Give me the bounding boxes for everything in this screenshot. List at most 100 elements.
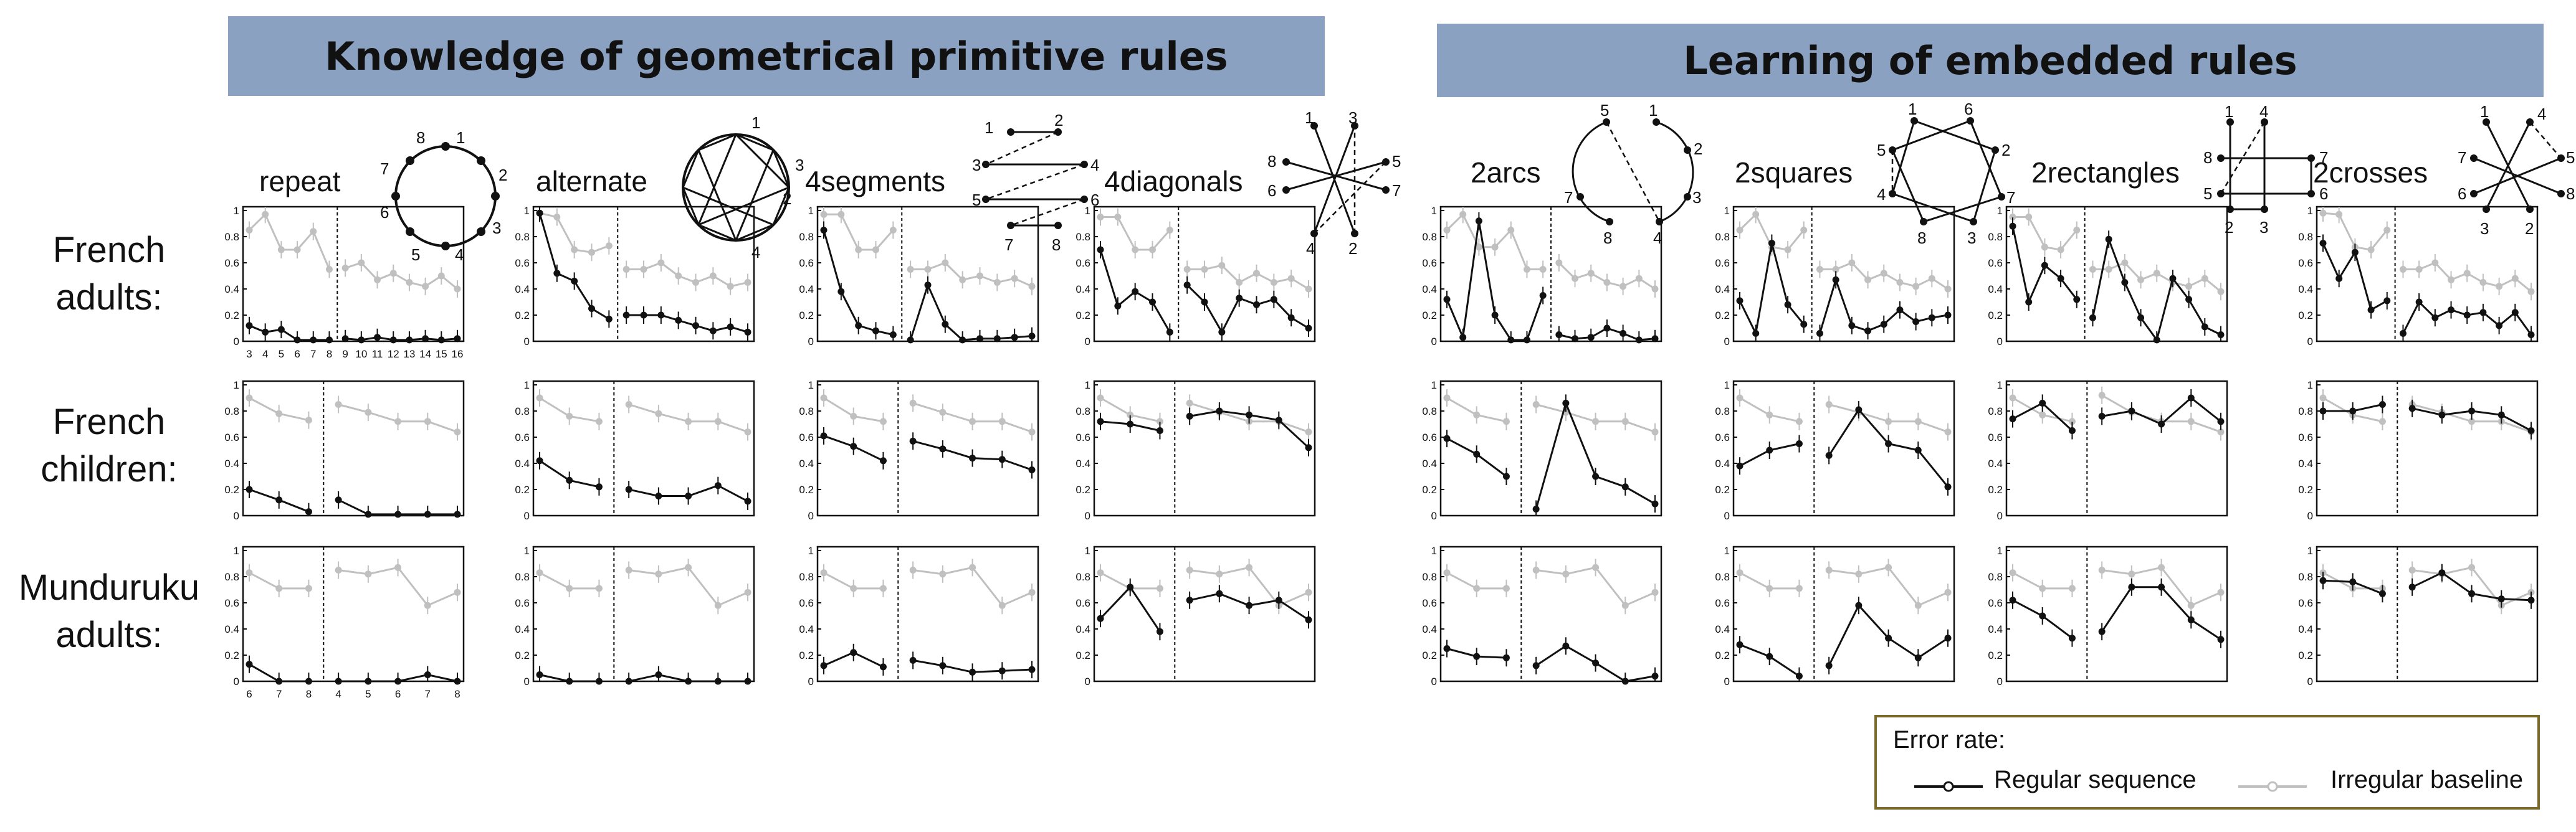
irregular-line xyxy=(248,212,330,270)
x-tick-label: 14 xyxy=(419,348,431,360)
irregular-point xyxy=(2185,283,2193,290)
irregular-point xyxy=(536,394,543,402)
x-tick-label: 16 xyxy=(452,348,464,360)
regular-point xyxy=(2039,612,2046,620)
regular-point xyxy=(1127,420,1134,428)
regular-line xyxy=(249,324,330,341)
panel-frame xyxy=(1093,546,1316,683)
regular-point xyxy=(1603,324,1611,332)
y-tick-label: 0.4 xyxy=(1422,458,1437,470)
irregular-point xyxy=(1156,418,1163,425)
y-tick-label: 0 xyxy=(234,676,239,688)
y-tick-label: 0.8 xyxy=(1422,231,1437,243)
irregular-point xyxy=(2511,275,2519,282)
y-tick-label: 1 xyxy=(1997,205,2003,217)
regular-point xyxy=(1885,635,1892,642)
y-tick-label: 1 xyxy=(1724,205,1730,217)
x-tick-label: 11 xyxy=(372,348,383,360)
irregular-point xyxy=(872,246,879,253)
regular-point xyxy=(1944,635,1952,642)
right-banner: Learning of embedded rules xyxy=(1437,24,2544,97)
irregular-point xyxy=(969,418,976,425)
regular-point xyxy=(1855,406,1863,414)
regular-point xyxy=(1795,440,1803,447)
irregular-point xyxy=(692,279,699,286)
regular-point xyxy=(1236,295,1243,302)
regular-point xyxy=(1443,645,1451,652)
svg-text:6: 6 xyxy=(2458,184,2466,203)
regular-point xyxy=(1766,653,1773,660)
condition-label-4segments: 4segments xyxy=(805,165,946,197)
y-tick-label: 0.2 xyxy=(224,310,239,321)
y-tick-label: 0.6 xyxy=(1076,597,1090,609)
regular-point xyxy=(2479,309,2487,316)
y-tick-label: 0.8 xyxy=(1422,405,1437,417)
panel-1-alternate: 0 0.2 0.4 0.6 0.8 1 xyxy=(515,379,755,522)
regular-point xyxy=(2351,248,2359,256)
irregular-point xyxy=(1028,428,1036,436)
y-tick-label: 0.4 xyxy=(1715,283,1730,295)
regular-point xyxy=(1914,654,1922,661)
irregular-point xyxy=(2128,570,2135,578)
y-tick-label: 0.2 xyxy=(1076,484,1090,496)
irregular-point xyxy=(566,412,573,420)
svg-text:2: 2 xyxy=(1694,139,1702,158)
condition-label-2rectangles: 2rectangles xyxy=(2031,156,2180,189)
svg-text:6: 6 xyxy=(1090,191,1099,209)
regular-point xyxy=(1651,500,1659,508)
irregular-point xyxy=(1028,589,1036,596)
y-tick-label: 0.8 xyxy=(224,231,239,243)
panel-0-4diagonals: 0 0.2 0.4 0.6 0.8 1 xyxy=(1076,205,1316,347)
regular-point xyxy=(1502,654,1510,661)
y-tick-label: 0.6 xyxy=(2298,597,2313,609)
irregular-point xyxy=(1572,275,1579,282)
irregular-point xyxy=(246,569,253,577)
irregular-point xyxy=(1473,585,1481,592)
regular-point xyxy=(246,661,253,668)
svg-text:5: 5 xyxy=(2203,184,2212,203)
repeat-pattern-icon: 8 1 2 3 4 5 6 7 xyxy=(380,128,507,264)
y-tick-label: 0.4 xyxy=(799,283,814,295)
irregular-point xyxy=(394,418,402,425)
regular-point xyxy=(1028,333,1036,340)
irregular-point xyxy=(879,585,887,592)
irregular-point xyxy=(942,259,949,267)
irregular-point xyxy=(2468,564,2476,571)
regular-point xyxy=(2068,635,2076,642)
x-tick-label: 8 xyxy=(306,688,312,700)
x-tick-label: 5 xyxy=(279,348,284,360)
regular-point xyxy=(2408,584,2416,591)
irregular-point xyxy=(1305,285,1312,293)
legend: Error rate: Regular sequence Irregular b… xyxy=(1874,715,2540,810)
y-tick-label: 0 xyxy=(1431,336,1437,347)
irregular-point xyxy=(2408,567,2416,574)
y-tick-label: 0.6 xyxy=(2298,432,2313,443)
regular-point xyxy=(1275,597,1282,604)
irregular-point xyxy=(1944,589,1952,596)
y-tick-label: 0.2 xyxy=(2298,484,2313,496)
regular-point xyxy=(1473,653,1481,660)
irregular-point xyxy=(1592,418,1600,425)
regular-point xyxy=(335,496,342,504)
regular-point xyxy=(2527,331,2535,338)
regular-point xyxy=(1766,447,1773,454)
y-tick-label: 0.2 xyxy=(1076,310,1090,321)
y-tick-label: 1 xyxy=(1085,379,1090,391)
y-tick-label: 0.4 xyxy=(1076,283,1090,295)
irregular-point xyxy=(1651,428,1659,436)
y-tick-label: 1 xyxy=(2307,379,2313,391)
row-label-french-adults: French adults: xyxy=(52,230,166,318)
irregular-point xyxy=(1800,227,1808,234)
regular-point xyxy=(1127,584,1134,591)
y-tick-label: 1 xyxy=(524,545,530,557)
svg-text:1: 1 xyxy=(985,118,993,137)
condition-label-2crosses: 2crosses xyxy=(2313,156,2428,189)
irregular-point xyxy=(939,570,947,578)
regular-point xyxy=(1555,331,1563,338)
regular-point xyxy=(2349,578,2357,585)
regular-point xyxy=(969,455,976,462)
regular-point xyxy=(1944,483,1952,491)
irregular-point xyxy=(1620,283,1627,290)
irregular-point xyxy=(605,242,613,250)
panel-frame xyxy=(816,380,1039,517)
